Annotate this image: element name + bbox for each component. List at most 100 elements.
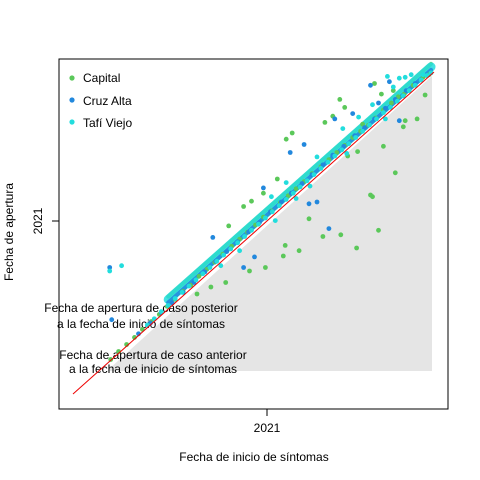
point-capital: [334, 150, 340, 155]
point-taf-viejo: [214, 258, 220, 264]
point-capital: [108, 357, 114, 362]
point-taf-viejo: [207, 265, 213, 270]
point-capital: [320, 234, 326, 239]
point-taf-viejo: [325, 159, 331, 165]
point-taf-viejo: [360, 128, 365, 134]
point-taf-viejo: [107, 268, 113, 274]
point-taf-viejo: [314, 154, 320, 160]
point-taf-viejo: [402, 74, 408, 80]
point-capital: [379, 91, 384, 97]
point-taf-viejo: [228, 246, 234, 252]
point-cruz-alta: [376, 100, 381, 106]
point-taf-viejo: [367, 122, 372, 128]
point-capital: [194, 291, 200, 297]
legend-marker-tafi-viejo: [69, 119, 75, 125]
point-taf-viejo: [385, 74, 390, 79]
point-capital: [376, 227, 381, 233]
y-tick-label: 2021: [31, 207, 45, 234]
point-cruz-alta: [299, 181, 305, 186]
point-taf-viejo: [119, 263, 124, 269]
point-capital: [381, 143, 386, 149]
point-cruz-alta: [362, 125, 367, 131]
point-cruz-alta: [368, 82, 373, 88]
point-cruz-alta: [314, 199, 320, 205]
point-taf-viejo: [406, 88, 412, 93]
point-taf-viejo: [290, 190, 296, 196]
point-taf-viejo: [318, 166, 324, 171]
point-taf-viejo: [353, 135, 359, 140]
point-capital: [249, 198, 254, 204]
point-capital: [274, 176, 280, 182]
annotation-upper-line-2: a la fecha de inicio de síntomas: [57, 317, 225, 331]
point-cruz-alta: [278, 199, 284, 205]
point-taf-viejo: [340, 126, 346, 131]
annotation-lower-line-1: Fecha de apertura de caso anterior: [59, 348, 246, 362]
legend-label-tafi-viejo: Tafí Viejo: [83, 116, 132, 130]
point-taf-viejo: [400, 93, 406, 99]
point-capital: [223, 280, 229, 285]
point-capital: [390, 88, 396, 93]
point-taf-viejo: [237, 248, 243, 254]
point-cruz-alta: [210, 235, 216, 240]
point-capital: [261, 190, 266, 196]
legend-label-cruz-alta: Cruz Alta: [83, 94, 132, 108]
point-taf-viejo: [165, 303, 171, 308]
point-cruz-alta: [332, 116, 338, 122]
point-taf-viejo: [420, 72, 426, 78]
point-cruz-alta: [306, 201, 312, 207]
point-taf-viejo: [344, 151, 350, 156]
point-taf-viejo: [346, 141, 352, 147]
point-taf-viejo: [242, 234, 248, 239]
point-capital: [280, 253, 286, 259]
point-taf-viejo: [394, 98, 400, 104]
point-taf-viejo: [304, 178, 310, 184]
legend: Capital Cruz Alta Tafí Viejo: [69, 71, 132, 130]
point-cruz-alta: [326, 226, 332, 232]
shaded-region-layer: [108, 76, 432, 371]
point-taf-viejo: [256, 221, 261, 227]
point-taf-viejo: [193, 277, 199, 283]
point-cruz-alta: [287, 150, 293, 155]
point-capital: [342, 105, 348, 110]
point-capital: [226, 223, 232, 229]
x-axis-label: Fecha de inicio de síntomas: [179, 450, 328, 464]
legend-marker-cruz-alta: [69, 97, 75, 103]
point-capital: [289, 130, 295, 136]
point-taf-viejo: [186, 283, 192, 289]
point-cruz-alta: [320, 162, 326, 168]
point-capital: [337, 97, 343, 102]
legend-item-tafi-viejo: Tafí Viejo: [69, 116, 132, 130]
point-cruz-alta: [341, 143, 347, 149]
point-taf-viejo: [218, 263, 224, 269]
point-capital: [400, 124, 406, 130]
point-taf-viejo: [269, 209, 275, 215]
point-taf-viejo: [390, 84, 396, 90]
point-taf-viejo: [283, 197, 289, 202]
point-cruz-alta: [224, 249, 230, 255]
dense-band-stroke: [163, 62, 436, 305]
point-capital: [306, 216, 312, 222]
annotation-upper-line-1: Fecha de apertura de caso posterior: [44, 301, 237, 315]
point-capital: [293, 186, 299, 192]
point-taf-viejo: [339, 147, 345, 153]
point-capital: [338, 232, 344, 238]
point-capital: [241, 204, 247, 209]
x-tick-label: 2021: [254, 421, 281, 435]
point-taf-viejo: [249, 227, 254, 233]
point-taf-viejo: [356, 114, 361, 120]
point-capital: [389, 100, 394, 106]
point-taf-viejo: [172, 296, 178, 301]
point-taf-viejo: [158, 309, 164, 315]
point-taf-viejo: [412, 82, 418, 88]
point-cruz-alta: [241, 265, 247, 270]
point-taf-viejo: [272, 218, 278, 224]
legend-label-capital: Capital: [83, 71, 120, 85]
point-taf-viejo: [276, 203, 282, 209]
point-capital: [360, 121, 365, 127]
point-capital: [414, 116, 420, 122]
point-capital: [355, 149, 360, 155]
point-capital: [354, 245, 359, 251]
point-cruz-alta: [107, 265, 113, 270]
legend-marker-capital: [69, 75, 75, 81]
